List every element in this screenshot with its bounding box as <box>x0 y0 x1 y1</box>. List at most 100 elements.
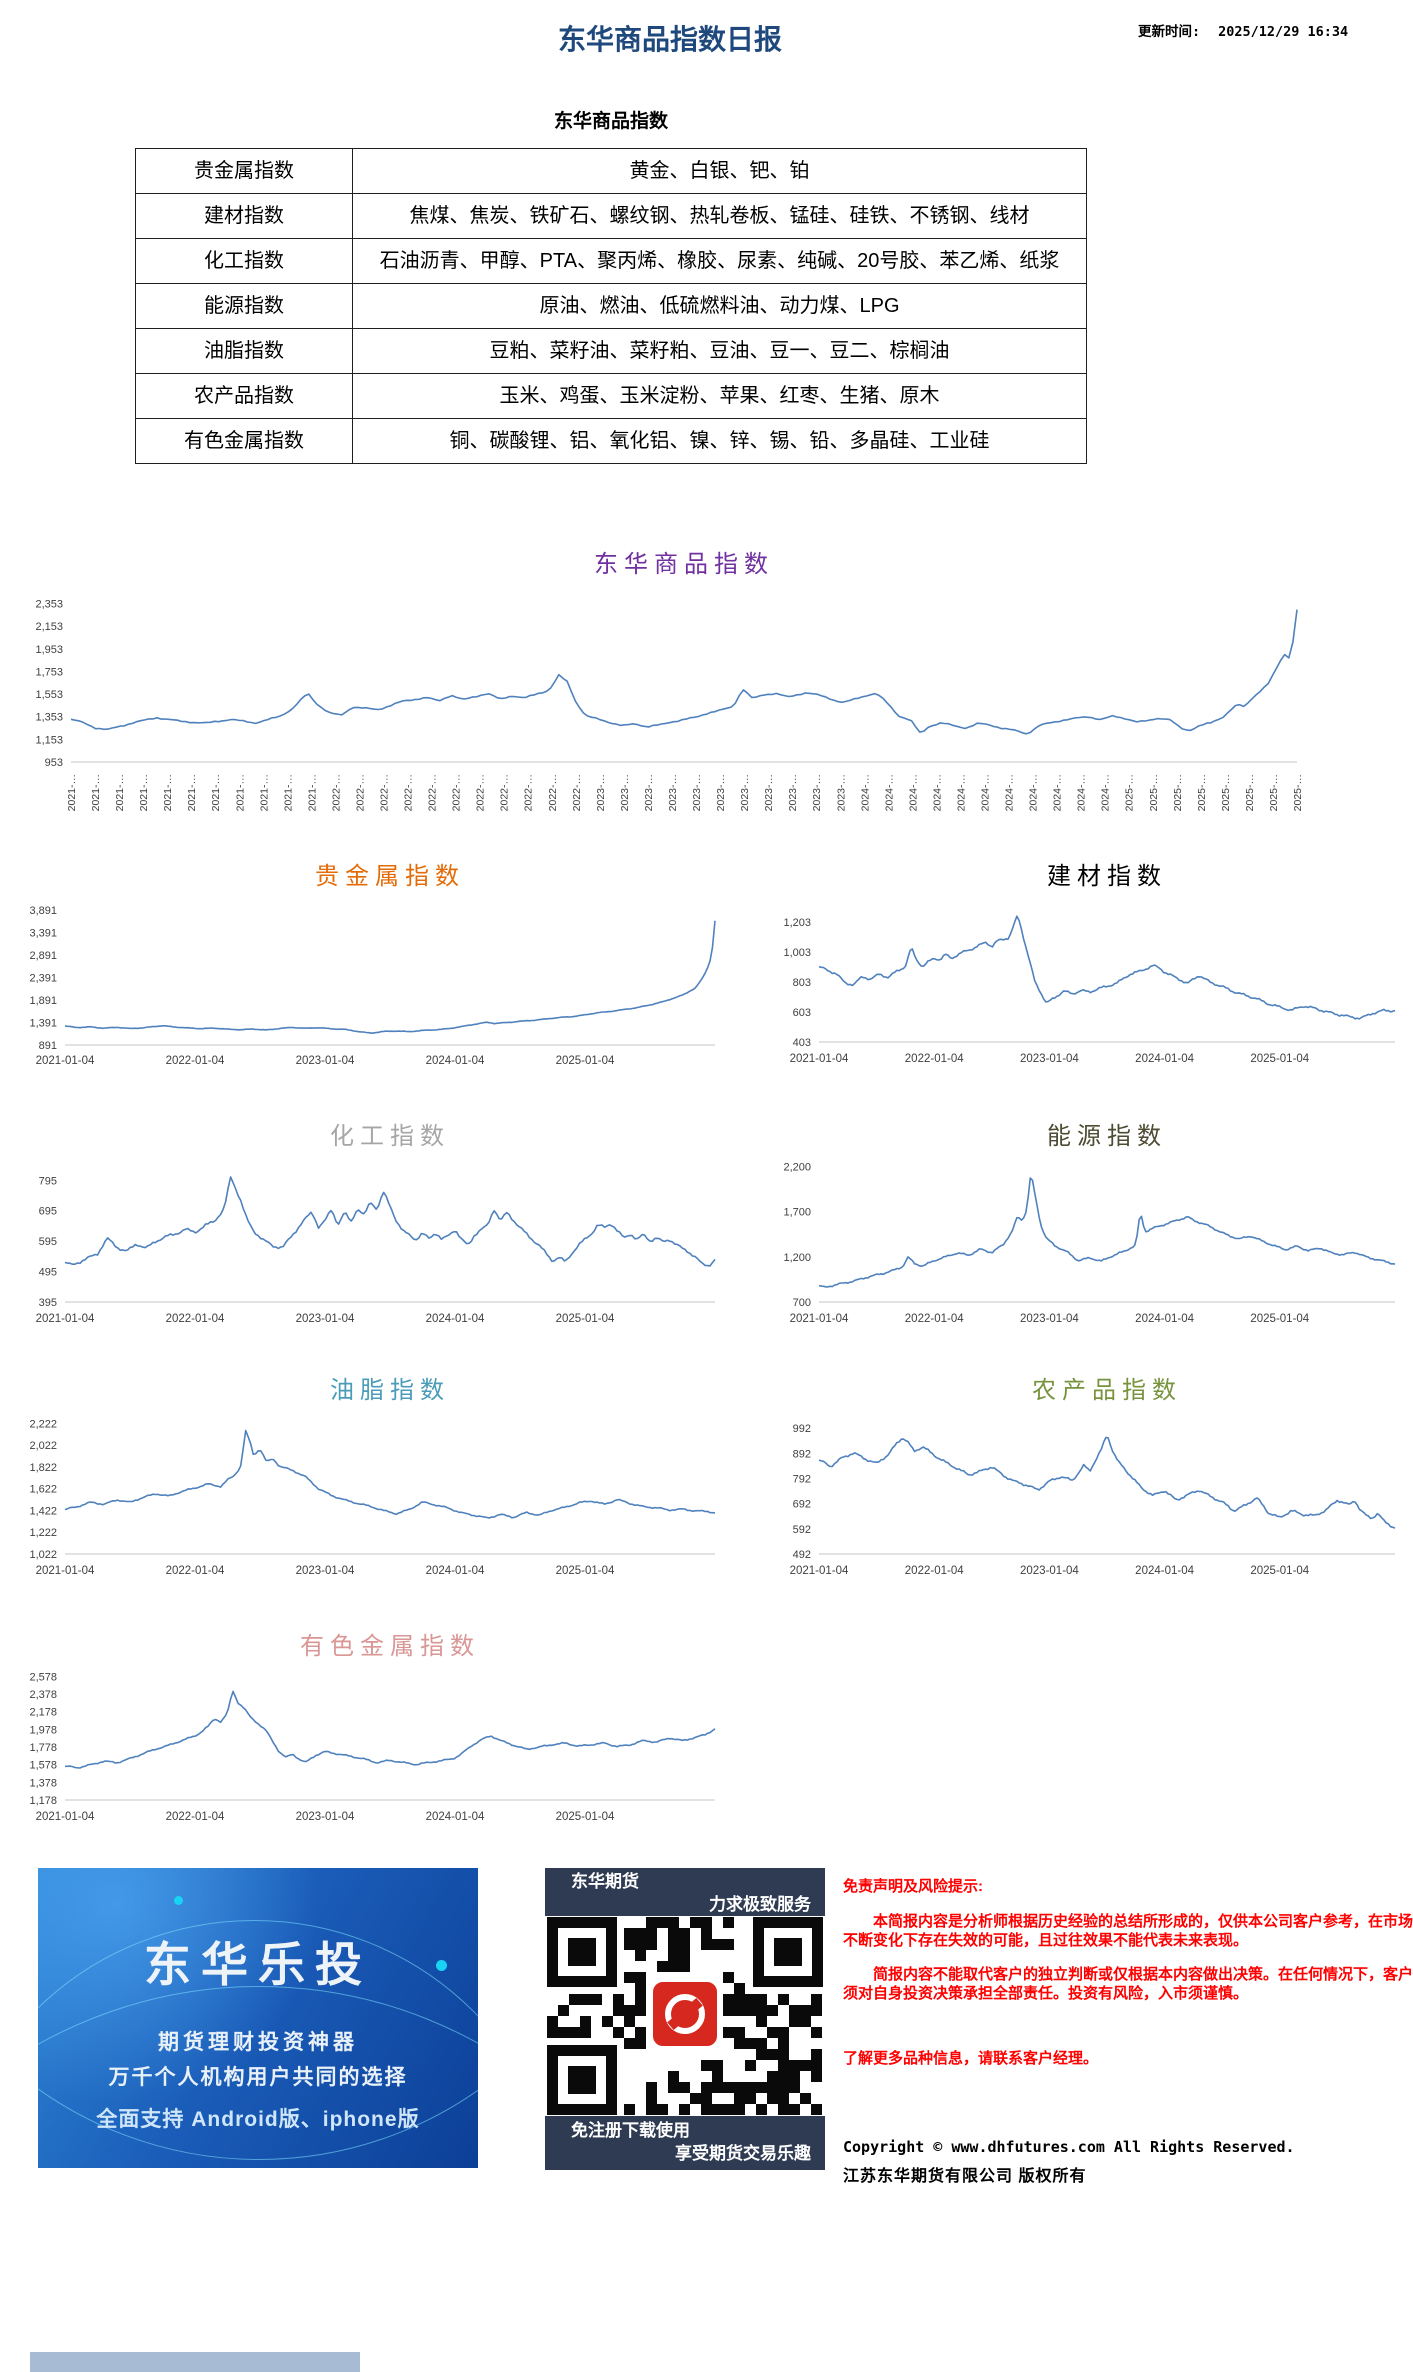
index-table-body: 贵金属指数 黄金、白银、钯、铂 建材指数 焦煤、焦炭、铁矿石、螺纹钢、热轧卷板、锰硅、… <box>135 148 1087 464</box>
banner-platform-support: 全面支持 Android版、iphone版 <box>96 2108 420 2131</box>
chart-yz: 油脂指数 2,222 2,022 1,822 1,622 1,422 1,222 1,022 2… <box>15 1366 735 1582</box>
update-time-label: 更新时间: <box>1138 24 1201 40</box>
x-axis-tick-label: 2024-01-04 <box>426 1313 485 1325</box>
x-axis-tick-label: 2021-01-04 <box>36 1313 95 1325</box>
x-axis-tick-label: 2022-01-04 <box>166 1565 225 1577</box>
y-axis-tick-label: 2,022 <box>29 1440 57 1452</box>
index-components: 黄金、白银、钯、铂 <box>352 148 1087 194</box>
x-axis-tick-label: 2025-01-04 <box>556 1565 615 1577</box>
chart-title: 东华商品指数 <box>594 552 774 578</box>
chart-canvas: 2,578 2,378 2,178 1,978 1,778 1,578 1,378 1,178… <box>29 1671 716 1823</box>
x-axis-tick-label: 2021-01-04 <box>36 1565 95 1577</box>
chart-canvas: 1,203 1,003 803 603 403 2021-01-04 2022-01-04 2… <box>783 915 1396 1065</box>
x-axis-tick-label: 2022-01-04 <box>905 1313 964 1325</box>
x-axis-tick-label: 2025-01-04 <box>1250 1313 1309 1325</box>
x-axis-tick-label: 2023-01-04 <box>1020 1313 1079 1325</box>
x-axis-tick-label: 2025-… <box>1244 774 1256 811</box>
x-axis-tick-label: 2024-01-04 <box>426 1055 485 1067</box>
y-axis-tick-label: 595 <box>39 1236 57 1248</box>
x-axis-tick-label: 2025-… <box>1292 774 1304 811</box>
banner-app-name: 东华乐投 <box>144 1938 372 1991</box>
y-axis-tick-label: 2,578 <box>29 1671 57 1683</box>
x-axis-tick-label: 2023-… <box>619 774 631 811</box>
x-axis-tick-label: 2023-… <box>763 774 775 811</box>
x-axis-tick-label: 2023-01-04 <box>296 1811 355 1823</box>
x-axis-tick-label: 2024-… <box>979 774 991 811</box>
x-axis-tick-label: 2023-… <box>715 774 727 811</box>
qr-block: 东华期货 力求极致服务 免注册下载使用 享受期货交易乐趣 <box>545 1868 825 2170</box>
x-axis-tick-label: 2025-… <box>1124 774 1136 811</box>
x-axis-tick-label: 2022-… <box>523 774 535 811</box>
qr-footer-line2: 享受期货交易乐趣 <box>675 2143 811 2163</box>
chart-title: 化工指数 <box>330 1124 450 1150</box>
x-axis-tick-label: 2023-01-04 <box>1020 1053 1079 1065</box>
x-axis-tick-label: 2021-… <box>162 774 174 811</box>
x-axis-tick-label: 2023-… <box>835 774 847 811</box>
index-table-title: 东华商品指数 <box>553 111 668 132</box>
chart-jc: 建材指数 1,203 1,003 803 603 403 2021-01-04 2022-01… <box>753 852 1405 1072</box>
y-axis-tick-label: 2,378 <box>29 1689 57 1701</box>
x-axis-tick-label: 2021-… <box>90 774 102 811</box>
y-axis-tick-label: 3,391 <box>29 928 57 940</box>
banner-slogan-1: 期货理财投资神器 <box>158 2031 358 2054</box>
x-axis-tick-label: 2022-01-04 <box>905 1565 964 1577</box>
copyright-line-en: Copyright © www.dhfutures.com All Rights… <box>843 2138 1295 2156</box>
chart-canvas: 2,222 2,022 1,822 1,622 1,422 1,222 1,022 2021-… <box>29 1418 716 1577</box>
y-axis-tick-label: 1,891 <box>29 995 57 1007</box>
x-axis-tick-label: 2024-… <box>1052 774 1064 811</box>
x-axis-tick-label: 2024-… <box>907 774 919 811</box>
update-time: 更新时间: 2025/12/29 16:34 <box>1138 20 1348 40</box>
x-axis-tick-label: 2021-… <box>210 774 222 811</box>
table-row: 贵金属指数 黄金、白银、钯、铂 <box>135 148 1087 194</box>
y-axis-tick-label: 1,953 <box>35 644 63 656</box>
x-axis-tick-label: 2023-… <box>595 774 607 811</box>
x-axis-tick-label: 2023-… <box>691 774 703 811</box>
chart-title: 有色金属指数 <box>300 1634 480 1660</box>
y-axis-tick-label: 1,022 <box>29 1549 57 1561</box>
x-axis-tick-label: 2022-… <box>379 774 391 811</box>
x-axis-tick-label: 2024-01-04 <box>426 1565 485 1577</box>
y-axis-tick-label: 2,891 <box>29 950 57 962</box>
index-components: 玉米、鸡蛋、玉米淀粉、苹果、红枣、生猪、原木 <box>352 373 1087 419</box>
y-axis-tick-label: 803 <box>793 977 811 989</box>
copyright: Copyright © www.dhfutures.com All Rights… <box>843 2138 1295 2186</box>
y-axis-tick-label: 692 <box>793 1499 811 1511</box>
y-axis-tick-label: 792 <box>793 1473 811 1485</box>
chart-canvas: 3,891 3,391 2,891 2,391 1,891 1,391 891 2021-01… <box>29 905 716 1067</box>
index-category: 有色金属指数 <box>135 418 353 464</box>
index-category: 化工指数 <box>135 238 353 284</box>
x-axis-tick-label: 2022-… <box>499 774 511 811</box>
x-axis-tick-label: 2024-… <box>883 774 895 811</box>
x-axis-tick-label: 2021-01-04 <box>790 1053 849 1065</box>
x-axis-tick-label: 2023-01-04 <box>296 1313 355 1325</box>
index-components: 石油沥青、甲醇、PTA、聚丙烯、橡胶、尿素、纯碱、20号胶、苯乙烯、纸浆 <box>352 238 1087 284</box>
y-axis-tick-label: 1,822 <box>29 1462 57 1474</box>
y-axis-tick-label: 2,178 <box>29 1707 57 1719</box>
x-axis-tick-label: 2023-… <box>643 774 655 811</box>
index-components: 豆粕、菜籽油、菜籽粕、豆油、豆一、豆二、棕榈油 <box>352 328 1087 374</box>
chart-canvas: 2,200 1,700 1,200 700 2021-01-04 2022-01-04 20… <box>783 1162 1396 1325</box>
x-axis-tick-label: 2023-… <box>811 774 823 811</box>
x-axis-tick-label: 2025-01-04 <box>556 1313 615 1325</box>
x-axis-tick-label: 2021-01-04 <box>36 1811 95 1823</box>
x-axis-tick-label: 2025-… <box>1220 774 1232 811</box>
x-axis-tick-label: 2024-01-04 <box>1135 1565 1194 1577</box>
y-axis-tick-label: 1,978 <box>29 1724 57 1736</box>
x-axis-tick-label: 2024-01-04 <box>426 1811 485 1823</box>
data-line <box>64 1176 716 1267</box>
data-line <box>818 915 1396 1020</box>
x-axis-tick-label: 2021-… <box>186 774 198 811</box>
qr-code-image <box>545 1916 825 2116</box>
y-axis-tick-label: 495 <box>39 1267 57 1279</box>
index-components: 焦煤、焦炭、铁矿石、螺纹钢、热轧卷板、锰硅、硅铁、不锈钢、线材 <box>352 193 1087 239</box>
x-axis-tick-label: 2024-… <box>1004 774 1016 811</box>
x-axis-tick-label: 2022-… <box>547 774 559 811</box>
y-axis-tick-label: 403 <box>793 1037 811 1049</box>
table-row: 能源指数 原油、燃油、低硫燃料油、动力煤、LPG <box>135 283 1087 329</box>
cutoff-bar <box>30 2352 360 2372</box>
y-axis-tick-label: 2,391 <box>29 973 57 985</box>
y-axis-tick-label: 1,178 <box>29 1795 57 1807</box>
y-axis-tick-label: 3,891 <box>29 905 57 917</box>
y-axis-tick-label: 1,753 <box>35 666 63 678</box>
